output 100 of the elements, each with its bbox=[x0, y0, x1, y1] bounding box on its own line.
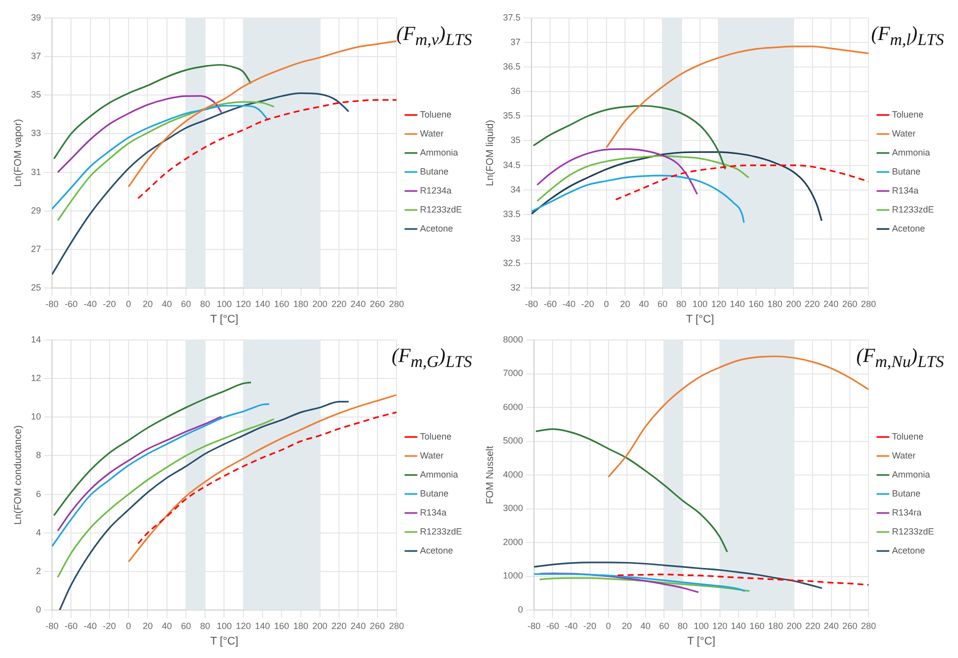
x-tick-label: 20 bbox=[142, 620, 153, 631]
y-tick-label: 5000 bbox=[502, 436, 524, 446]
x-tick-label: 260 bbox=[842, 298, 858, 309]
x-tick-label: 200 bbox=[786, 620, 802, 631]
line-series bbox=[53, 64, 252, 160]
x-tick-label: 280 bbox=[388, 298, 404, 309]
line-series bbox=[536, 155, 750, 202]
y-tick-label: 31 bbox=[30, 166, 42, 177]
x-tick-label: 280 bbox=[388, 620, 404, 631]
chart-title: (F$_{m,l}$)$_{LTS}$ bbox=[871, 23, 944, 49]
y-tick-label: 4000 bbox=[502, 469, 524, 480]
y-tick-label: 35 bbox=[510, 135, 521, 146]
y-tick-label: 34.5 bbox=[502, 160, 521, 170]
x-tick-label: 140 bbox=[255, 298, 270, 309]
line-series bbox=[128, 40, 396, 188]
legend-label: Acetone bbox=[420, 223, 453, 234]
x-tick-label: 20 bbox=[622, 620, 632, 631]
x-tick-label: 100 bbox=[216, 620, 232, 631]
x-tick-label: 60 bbox=[180, 298, 191, 309]
line-series bbox=[52, 104, 270, 210]
line-series bbox=[58, 400, 350, 610]
chart-title: (F$_{m,Nu}$)$_{LTS}$ bbox=[856, 345, 944, 371]
x-tick-label: 40 bbox=[640, 620, 651, 631]
y-tick-label: 2000 bbox=[502, 536, 524, 547]
line-series bbox=[56, 416, 222, 532]
x-tick-label: 240 bbox=[824, 298, 839, 309]
x-tick-label: 240 bbox=[350, 620, 366, 631]
y-tick-label: 33.5 bbox=[502, 208, 521, 219]
legend-label: Ammonia bbox=[420, 469, 458, 480]
x-tick-label: 160 bbox=[274, 620, 290, 631]
legend-label: Butane bbox=[892, 166, 920, 176]
x-tick-label: 60 bbox=[659, 620, 670, 631]
x-tick-label: 60 bbox=[180, 620, 191, 631]
x-tick-label: 180 bbox=[768, 620, 784, 631]
y-tick-label: 39 bbox=[30, 12, 42, 22]
x-tick-label: 260 bbox=[370, 298, 385, 309]
y-tick-label: 8000 bbox=[502, 334, 524, 344]
x-tick-label: 0 bbox=[606, 620, 611, 631]
x-tick-label: -80 bbox=[46, 298, 59, 309]
x-tick-label: 260 bbox=[370, 620, 385, 631]
x-axis-title: T [°C] bbox=[686, 313, 714, 326]
x-tick-label: 80 bbox=[200, 298, 210, 309]
y-axis-title: Ln(FOM vapor) bbox=[12, 119, 24, 187]
x-tick-label: 140 bbox=[730, 620, 746, 631]
y-tick-label: 29 bbox=[30, 205, 42, 216]
x-tick-label: 220 bbox=[332, 298, 347, 309]
x-tick-label: 240 bbox=[350, 298, 366, 309]
x-tick-label: -40 bbox=[84, 620, 97, 631]
x-tick-label: -60 bbox=[64, 298, 78, 309]
line-series bbox=[536, 148, 698, 196]
legend-label: Toluene bbox=[420, 431, 452, 442]
x-tick-label: 200 bbox=[312, 298, 328, 309]
line-series bbox=[606, 46, 868, 148]
line-series bbox=[56, 418, 275, 578]
line-series bbox=[52, 92, 350, 276]
y-tick-label: 7000 bbox=[502, 368, 524, 378]
x-axis-title: T [°C] bbox=[687, 635, 716, 648]
x-tick-label: -60 bbox=[544, 298, 557, 309]
x-tick-label: 160 bbox=[274, 298, 290, 309]
x-tick-label: 160 bbox=[748, 298, 764, 309]
legend-label: Acetone bbox=[892, 223, 925, 234]
y-axis-title: Ln(FOM conductance) bbox=[12, 425, 24, 525]
x-tick-label: 280 bbox=[860, 298, 876, 309]
line-series bbox=[532, 174, 745, 224]
legend-label: R134a bbox=[892, 185, 918, 196]
line-series bbox=[535, 428, 728, 553]
x-tick-label: 20 bbox=[620, 298, 630, 309]
x-tick-label: 60 bbox=[658, 298, 668, 309]
legend-label: Butane bbox=[420, 488, 448, 498]
line-series bbox=[52, 403, 270, 548]
y-tick-label: 25 bbox=[30, 282, 42, 292]
x-tick-label: 280 bbox=[860, 620, 876, 631]
chart-title: (F$_{m,v}$)$_{LTS}$ bbox=[396, 23, 472, 49]
x-tick-label: 180 bbox=[293, 298, 308, 309]
x-tick-label: 20 bbox=[142, 298, 153, 309]
legend-label: Water bbox=[892, 450, 916, 460]
legend-label: R1233zdE bbox=[420, 204, 462, 214]
y-tick-label: 35.5 bbox=[502, 110, 521, 121]
legend-label: Butane bbox=[420, 166, 448, 176]
x-tick-label: 40 bbox=[162, 298, 172, 309]
x-tick-label: 0 bbox=[604, 298, 609, 309]
y-tick-label: 4 bbox=[36, 527, 42, 538]
legend-label: Butane bbox=[892, 488, 920, 498]
x-tick-label: -40 bbox=[562, 298, 576, 309]
x-tick-label: 220 bbox=[805, 620, 820, 631]
legend-label: R1233zdE bbox=[892, 204, 934, 214]
line-series bbox=[538, 577, 750, 592]
x-tick-label: 80 bbox=[200, 620, 210, 631]
legend-label: Toluene bbox=[420, 109, 452, 120]
y-tick-label: 33 bbox=[510, 233, 521, 244]
x-tick-label: 0 bbox=[126, 620, 132, 631]
y-tick-label: 37.5 bbox=[502, 12, 521, 22]
x-tick-label: 220 bbox=[804, 298, 820, 309]
line-series bbox=[532, 105, 726, 170]
y-tick-label: 3000 bbox=[502, 503, 524, 514]
legend-label: Ammonia bbox=[892, 469, 930, 480]
line-series bbox=[128, 394, 396, 563]
y-axis-title: FOM Nusselt bbox=[484, 446, 496, 504]
x-tick-label: -80 bbox=[46, 620, 59, 631]
x-tick-label: 40 bbox=[162, 620, 172, 631]
